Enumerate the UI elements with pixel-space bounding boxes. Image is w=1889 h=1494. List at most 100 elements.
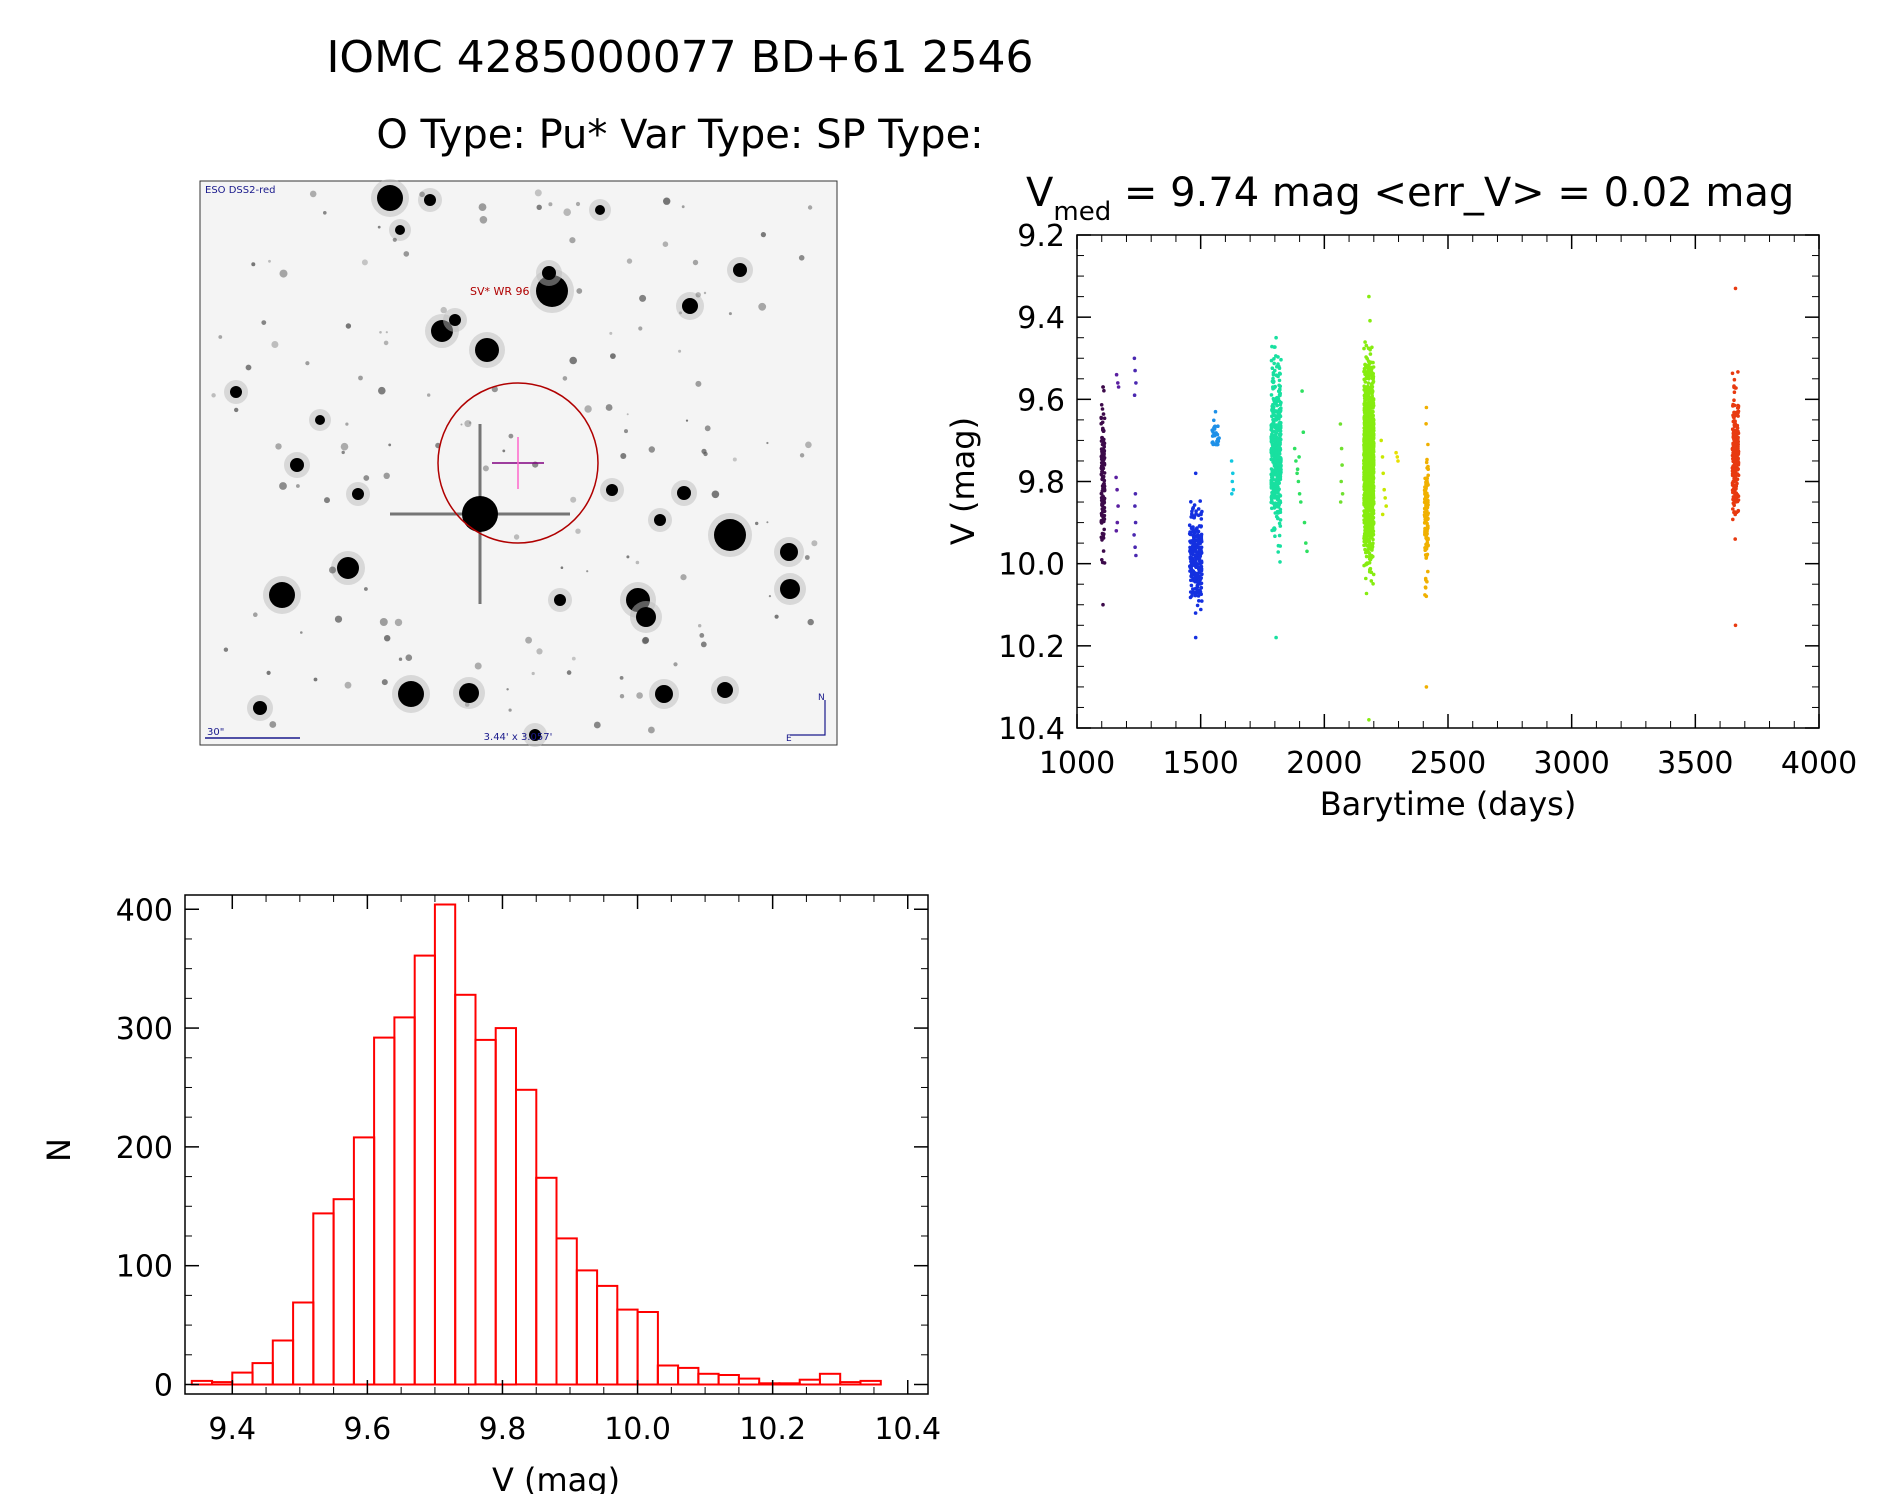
finder-faint-star bbox=[334, 615, 343, 623]
finder-faint-star bbox=[692, 259, 699, 266]
lightcurve-point bbox=[1274, 432, 1278, 437]
lightcurve-point bbox=[1381, 471, 1385, 476]
finder-faint-star bbox=[695, 380, 702, 387]
finder-faint-star bbox=[478, 203, 487, 212]
lightcurve-point bbox=[1195, 588, 1200, 592]
lightcurve-point bbox=[1733, 623, 1738, 628]
lightcurve-ytick-label: 9.4 bbox=[1017, 301, 1065, 336]
finder-faint-star bbox=[562, 376, 568, 381]
finder-faint-star bbox=[388, 443, 392, 447]
finder-faint-star bbox=[385, 331, 388, 334]
lightcurve-point bbox=[1369, 534, 1373, 539]
lightcurve-point bbox=[1425, 505, 1430, 510]
finder-faint-star bbox=[398, 657, 403, 661]
histogram-bar bbox=[778, 1382, 801, 1386]
finder-faint-star bbox=[662, 241, 669, 247]
lightcurve-point bbox=[1366, 485, 1370, 490]
lightcurve-point bbox=[1367, 554, 1372, 559]
lightcurve-point bbox=[1364, 417, 1369, 422]
finder-star bbox=[395, 225, 405, 235]
lightcurve-point bbox=[1102, 486, 1106, 491]
finder-faint-star bbox=[685, 419, 689, 422]
finder-faint-star bbox=[269, 721, 277, 728]
lightcurve-point bbox=[1426, 569, 1430, 574]
lightcurve-point bbox=[1199, 549, 1203, 553]
lightcurve-point bbox=[1189, 569, 1194, 574]
finder-faint-star bbox=[251, 262, 256, 267]
lightcurve-point bbox=[1272, 486, 1277, 491]
finder-star bbox=[733, 263, 747, 277]
finder-faint-star bbox=[324, 497, 330, 504]
lightcurve-point bbox=[1732, 455, 1737, 460]
finder-faint-star bbox=[313, 677, 318, 682]
lightcurve-point bbox=[1196, 529, 1201, 534]
lightcurve-point bbox=[1370, 376, 1375, 381]
lightcurve-point bbox=[1364, 426, 1368, 431]
lightcurve-point bbox=[1278, 524, 1283, 528]
lightcurve-point bbox=[1189, 583, 1194, 588]
finder-faint-star bbox=[699, 633, 705, 638]
lightcurve-point bbox=[1199, 539, 1203, 543]
lightcurve-point bbox=[1368, 475, 1372, 479]
finder-faint-star bbox=[638, 326, 643, 331]
lightcurve-point bbox=[1272, 526, 1276, 531]
finder-faint-star bbox=[344, 681, 352, 689]
histogram-panel: 9.4 9.6 9.8 10.0 10.2 10.4 0 100 200 300 400 V (ma… bbox=[40, 893, 941, 1494]
finder-faint-star bbox=[610, 353, 616, 359]
lightcurve-point bbox=[1277, 521, 1282, 526]
lightcurve-point bbox=[1365, 356, 1369, 361]
lightcurve-point bbox=[1366, 381, 1371, 385]
histogram-ytick-label: 300 bbox=[116, 1012, 173, 1047]
lightcurve-point bbox=[1371, 417, 1376, 422]
finder-faint-star bbox=[624, 429, 628, 434]
lightcurve-point bbox=[1229, 459, 1234, 463]
lightcurve-point bbox=[1367, 294, 1371, 299]
lightcurve-point bbox=[1733, 460, 1738, 464]
histogram-xtick-label: 9.8 bbox=[479, 1412, 527, 1447]
lightcurve-point bbox=[1189, 500, 1193, 504]
lightcurve-point bbox=[1200, 599, 1204, 603]
finder-faint-star bbox=[635, 560, 640, 565]
finder-label-source: SV* WR 96 bbox=[470, 285, 530, 298]
lightcurve-point bbox=[1426, 473, 1430, 478]
lightcurve-point bbox=[1276, 543, 1281, 548]
finder-star bbox=[677, 486, 691, 500]
finder-faint-star bbox=[305, 361, 310, 366]
lightcurve-point bbox=[1396, 459, 1400, 463]
finder-faint-star bbox=[569, 356, 577, 365]
lightcurve-point bbox=[1424, 422, 1428, 426]
lightcurve-point bbox=[1363, 437, 1367, 442]
lightcurve-point bbox=[1196, 574, 1200, 579]
lightcurve-point bbox=[1732, 510, 1737, 514]
lightcurve-point bbox=[1425, 579, 1429, 584]
lightcurve-point bbox=[1368, 541, 1372, 546]
lightcurve-point bbox=[1134, 553, 1138, 558]
lightcurve-point bbox=[1368, 566, 1373, 571]
lightcurve-point bbox=[1380, 455, 1385, 459]
finder-faint-star bbox=[804, 555, 810, 560]
lightcurve-point bbox=[1425, 528, 1429, 532]
finder-compass-n: N bbox=[818, 693, 825, 703]
lightcurve-point bbox=[1365, 548, 1369, 553]
lightcurve-point bbox=[1370, 526, 1375, 530]
finder-star bbox=[529, 729, 541, 741]
lightcurve-point bbox=[1273, 534, 1277, 538]
lightcurve-point bbox=[1115, 487, 1119, 492]
lightcurve-point bbox=[1363, 380, 1368, 384]
histogram-xtick-label: 10.4 bbox=[874, 1412, 941, 1447]
finder-faint-star bbox=[361, 259, 368, 266]
finder-label-survey: ESO DSS2-red bbox=[205, 185, 275, 196]
finder-faint-star bbox=[300, 631, 303, 634]
lightcurve-point bbox=[1133, 492, 1138, 496]
lightcurve-point bbox=[1365, 387, 1370, 391]
lightcurve-point bbox=[1278, 474, 1283, 479]
histogram-bar bbox=[332, 1198, 355, 1386]
finder-faint-star bbox=[309, 190, 317, 198]
finder-faint-star bbox=[381, 679, 388, 686]
lightcurve-point bbox=[1395, 455, 1400, 459]
finder-label-fov: 3.44' x 3.057' bbox=[484, 732, 553, 743]
finder-faint-star bbox=[464, 702, 470, 707]
lightcurve-point bbox=[1276, 511, 1280, 515]
finder-faint-star bbox=[525, 636, 532, 644]
